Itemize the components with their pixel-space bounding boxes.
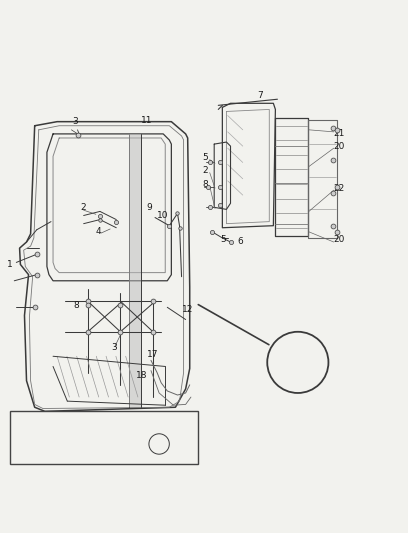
Text: 22: 22 (334, 184, 345, 192)
Text: 18: 18 (136, 372, 148, 381)
Text: 16: 16 (156, 412, 166, 421)
Text: 3: 3 (15, 440, 21, 448)
Text: 6: 6 (237, 237, 243, 246)
Text: 4: 4 (95, 227, 101, 236)
Text: 17: 17 (147, 350, 159, 359)
Text: 3: 3 (73, 117, 78, 126)
Text: 19: 19 (152, 455, 162, 464)
Text: 8: 8 (74, 301, 80, 310)
Text: 2: 2 (81, 203, 86, 212)
Text: 15: 15 (297, 342, 307, 351)
Text: 20: 20 (334, 236, 345, 245)
Text: 9: 9 (147, 203, 153, 212)
Text: 14: 14 (307, 369, 317, 378)
Text: 5: 5 (221, 236, 226, 245)
Bar (10, 411, 198, 464)
Bar (129, 134, 141, 407)
Text: 13: 13 (267, 350, 278, 359)
Text: 8: 8 (202, 180, 208, 189)
Text: 11: 11 (141, 116, 153, 125)
Text: 1: 1 (16, 415, 20, 424)
Text: 12: 12 (182, 305, 193, 314)
Text: 1: 1 (7, 260, 13, 269)
Text: 2: 2 (202, 166, 208, 175)
Text: 5: 5 (202, 152, 208, 161)
Text: 4171  1800: 4171 1800 (10, 457, 60, 466)
Circle shape (267, 332, 328, 393)
Text: 21: 21 (334, 130, 345, 139)
Text: 3: 3 (111, 343, 117, 352)
Text: 7: 7 (257, 92, 263, 100)
Text: 10: 10 (157, 211, 168, 220)
Text: 20: 20 (334, 142, 345, 151)
